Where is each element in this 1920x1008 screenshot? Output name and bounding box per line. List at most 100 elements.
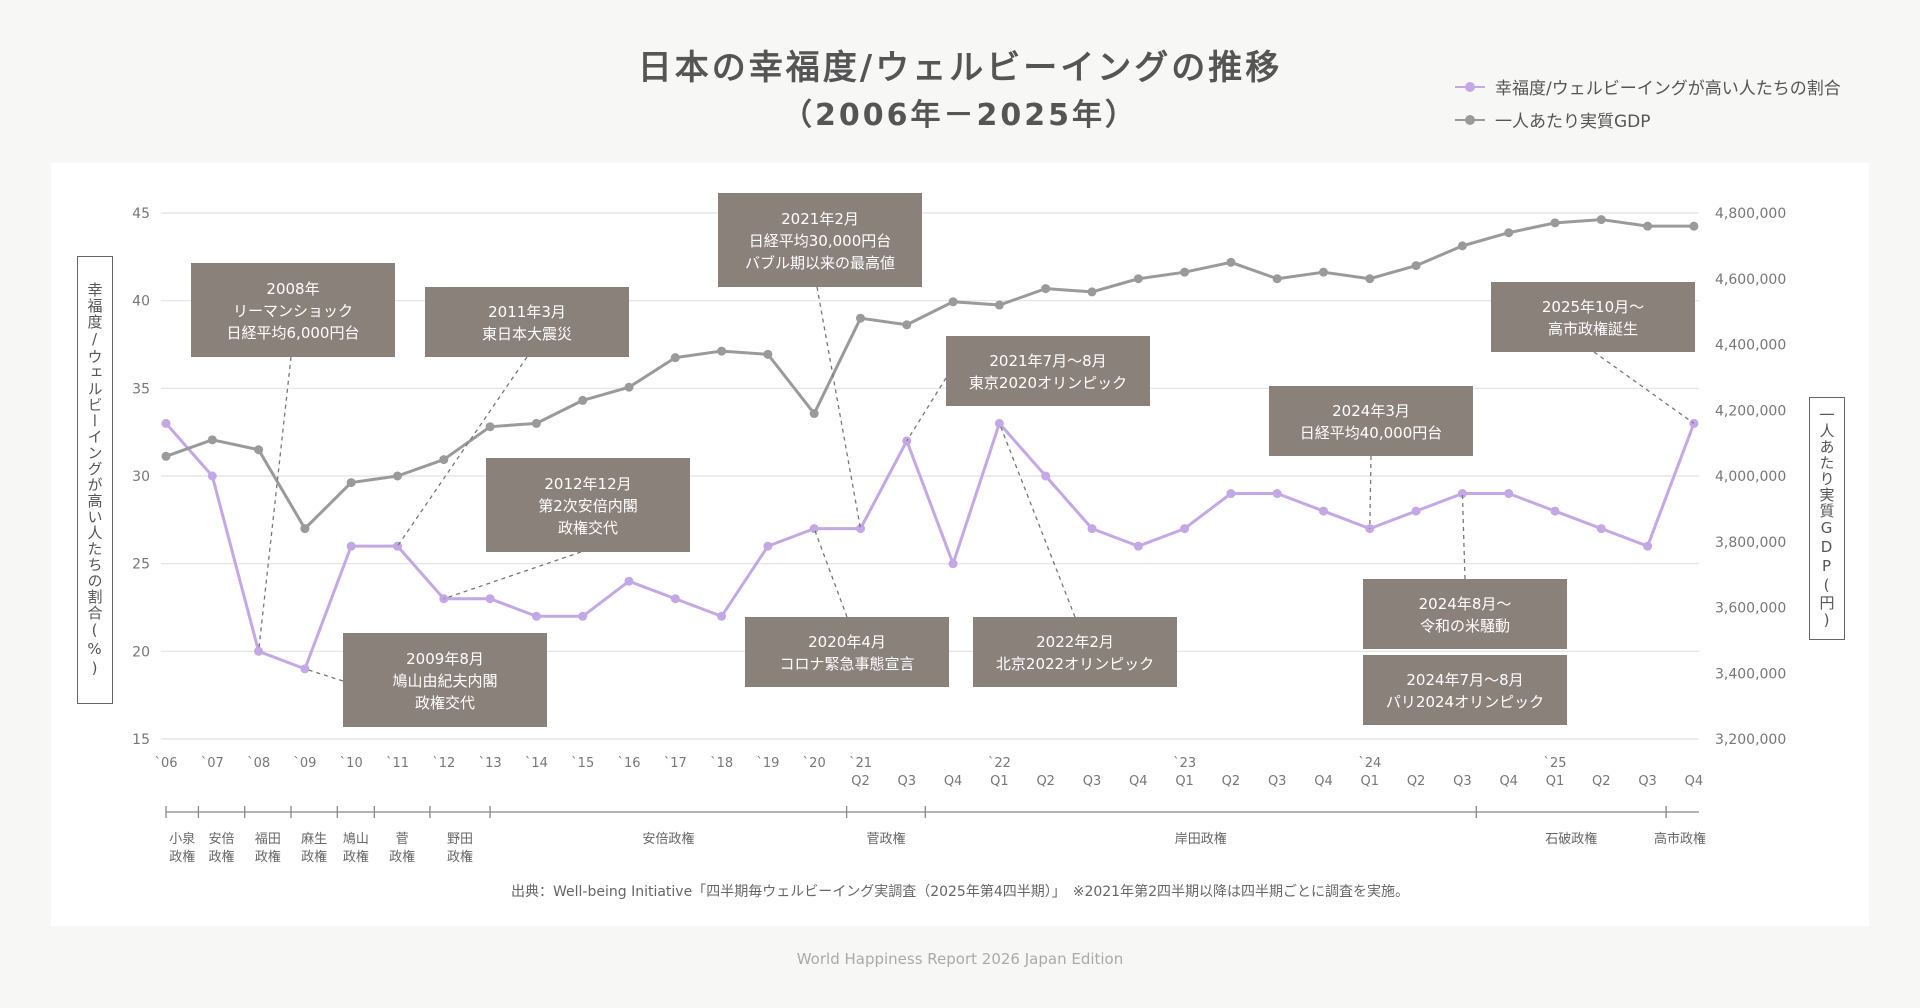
- gdp-point: [1087, 287, 1097, 297]
- x-tick-label-year: `11: [386, 756, 409, 771]
- annotation-text: 2012年12月: [544, 475, 631, 493]
- happiness-point: [994, 418, 1004, 428]
- x-tick-label-year: `17: [664, 756, 687, 771]
- happiness-point: [1087, 524, 1097, 534]
- gdp-point: [994, 300, 1004, 310]
- annotation-text: 北京2022オリンピック: [996, 655, 1154, 673]
- annotation-leader: [304, 668, 344, 682]
- annotation-leader: [443, 551, 582, 600]
- x-tick-label-quarter: Q2: [1407, 774, 1426, 789]
- x-tick-label-quarter: Q4: [1685, 774, 1704, 789]
- annotation-box: [486, 458, 690, 552]
- annotation-text: 2008年: [266, 280, 319, 298]
- legend-item-gdp: 一人あたり実質GDP: [1455, 107, 1651, 132]
- era-label: 政権: [389, 849, 415, 865]
- x-tick-label-quarter: Q2: [1592, 774, 1611, 789]
- annotation-text: 政権交代: [415, 694, 475, 712]
- x-tick-label-quarter: Q2: [851, 774, 870, 789]
- era-label: 高市政権: [1654, 831, 1706, 847]
- annotation-text: 日経平均30,000円台: [749, 232, 892, 250]
- chart-subtitle: （2006年－2025年）: [782, 98, 1138, 133]
- x-tick-label-year: `23: [1173, 756, 1196, 771]
- gdp-point: [624, 382, 634, 392]
- x-tick-label-quarter: Q2: [1222, 774, 1241, 789]
- era-label: 安倍: [209, 832, 235, 847]
- x-tick-label-year: `24: [1358, 756, 1381, 771]
- x-tick-label-year: `08: [247, 756, 270, 771]
- annotation-text: 日経平均40,000円台: [1300, 424, 1443, 442]
- x-tick-label-quarter: Q3: [1083, 774, 1102, 789]
- source-note: 出典：Well-being Initiative「四半期毎ウェルビーイング実調査…: [511, 883, 1409, 900]
- happiness-point: [1133, 541, 1143, 551]
- gdp-point: [1643, 221, 1653, 231]
- happiness-point: [393, 541, 402, 551]
- legend-label-happiness: 幸福度/ウェルビーイングが高い人たちの割合: [1495, 79, 1841, 99]
- gdp-point: [346, 478, 356, 488]
- y-axis-title-left: 幸福度/ウェルビーイングが高い人たちの割合(%): [77, 256, 113, 704]
- gdp-point: [1550, 218, 1560, 228]
- annotation-box: [946, 336, 1150, 406]
- annotation-text: 高市政権誕生: [1548, 320, 1638, 338]
- legend-marker-gdp: [1455, 114, 1485, 126]
- x-tick-label-year: `16: [617, 756, 640, 771]
- gdp-point: [439, 455, 449, 465]
- footer-credit: World Happiness Report 2026 Japan Editio…: [796, 950, 1124, 968]
- x-tick-label-year: `13: [479, 756, 502, 771]
- annotation-text: 2022年2月: [1036, 633, 1114, 651]
- x-tick-label-quarter: Q1: [1361, 774, 1380, 789]
- happiness-point: [1226, 489, 1236, 499]
- x-tick-label-quarter: Q1: [1546, 774, 1565, 789]
- gdp-point: [1226, 257, 1236, 267]
- annotation-text: バブル期以来の最高値: [745, 254, 895, 272]
- annotation-text: 2024年8月～: [1419, 595, 1512, 613]
- y-tick-right: 4,600,000: [1715, 272, 1786, 288]
- era-label: 政権: [209, 849, 235, 865]
- happiness-point: [856, 524, 865, 534]
- annotation-text: コロナ緊急事態宣言: [779, 655, 914, 673]
- x-tick-label-year: `18: [710, 756, 733, 771]
- annotation-box: [745, 617, 949, 687]
- happiness-point: [1319, 506, 1328, 516]
- gdp-point: [670, 353, 680, 363]
- x-tick-label-quarter: Q1: [990, 774, 1009, 789]
- annotation-text: パリ2024オリンピック: [1386, 693, 1544, 711]
- x-tick-label-year: `10: [340, 756, 363, 771]
- y-tick-right: 3,800,000: [1715, 535, 1786, 551]
- gdp-point: [161, 451, 171, 461]
- x-tick-label-year: `06: [154, 756, 177, 771]
- happiness-point: [1041, 471, 1051, 481]
- gdp-point: [717, 346, 727, 356]
- era-label: 鳩山: [343, 832, 369, 847]
- era-label: 政権: [301, 849, 327, 865]
- x-tick-label-year: `19: [756, 756, 779, 771]
- happiness-point: [578, 611, 588, 621]
- annotation-text: リーマンショック: [233, 302, 353, 320]
- y-tick-right: 3,600,000: [1715, 601, 1786, 617]
- annotation-box: [343, 633, 547, 727]
- annotation-text: 2024年3月: [1332, 402, 1410, 420]
- happiness-point: [1272, 489, 1282, 499]
- annotation-leader: [396, 356, 528, 547]
- x-tick-label-year: `12: [432, 756, 455, 771]
- annotation-text: 2021年7月～8月: [989, 352, 1106, 370]
- annotation-text: 東京2020オリンピック: [969, 374, 1127, 392]
- happiness-point: [1457, 489, 1467, 499]
- legend-item-happiness: 幸福度/ウェルビーイングが高い人たちの割合: [1455, 74, 1841, 99]
- annotation-text: 2021年2月: [781, 210, 859, 228]
- happiness-point: [1550, 506, 1560, 516]
- gdp-point: [1272, 274, 1282, 284]
- series-line-happiness: [164, 421, 1696, 671]
- annotation-text: 2011年3月: [488, 303, 566, 321]
- annotation-text: 政権交代: [558, 519, 618, 537]
- annotation-box: [1269, 386, 1473, 456]
- annotation-leader: [1593, 351, 1695, 424]
- happiness-point: [1411, 506, 1421, 516]
- happiness-point: [1504, 489, 1514, 499]
- x-tick-label-quarter: Q3: [1638, 774, 1657, 789]
- x-tick-label-quarter: Q3: [1268, 774, 1287, 789]
- y-tick-left: 15: [132, 732, 150, 748]
- legend-marker-happiness: [1455, 81, 1485, 93]
- annotation-leader: [1461, 493, 1466, 580]
- happiness-point: [1596, 524, 1606, 534]
- x-tick-label-year: `09: [293, 756, 316, 771]
